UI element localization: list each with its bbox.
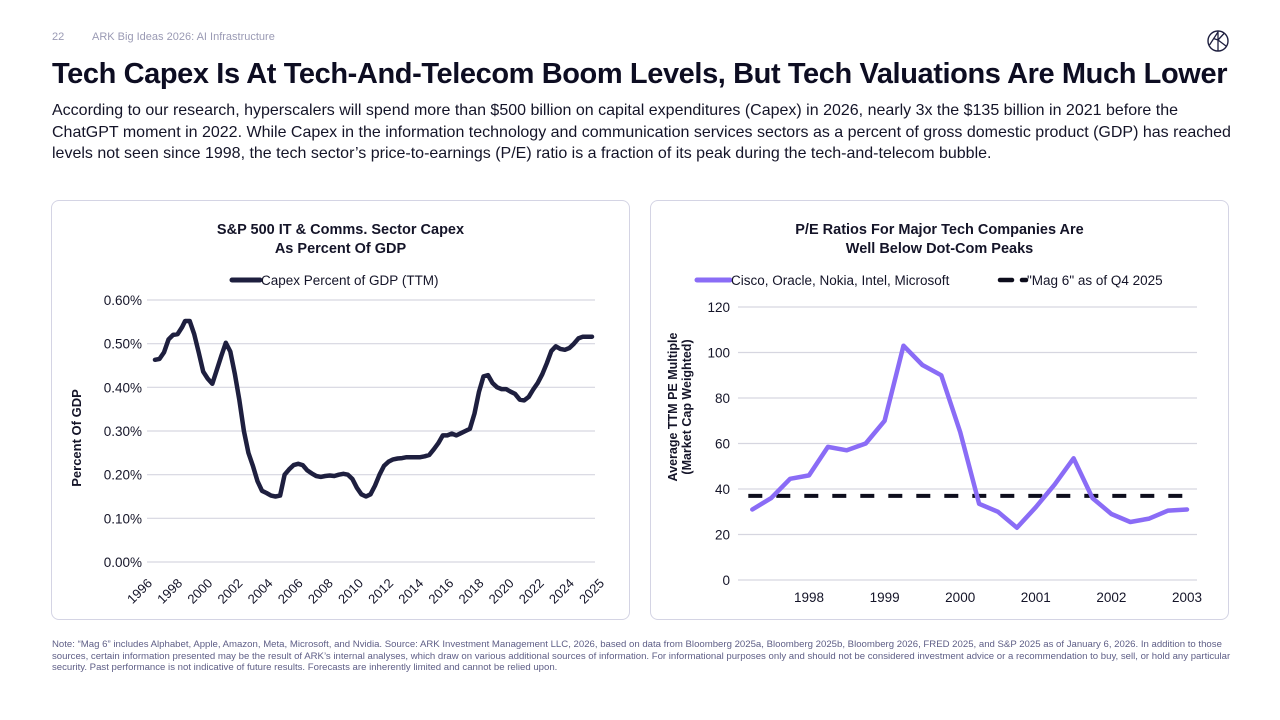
pe-x-tick-label: 2002 xyxy=(1096,590,1126,605)
lede-paragraph: According to our research, hyperscalers … xyxy=(52,102,1231,162)
capex-x-tick-label: 2010 xyxy=(335,576,366,607)
capex-x-tick-label: 2002 xyxy=(214,576,245,607)
slide-header: 22 ARK Big Ideas 2026: AI Infrastructure xyxy=(52,31,275,43)
legend-label-mag6: "Mag 6" as of Q4 2025 xyxy=(1027,273,1163,288)
capex-y-tick-label: 0.60% xyxy=(104,293,142,308)
pe-x-tick-label: 2000 xyxy=(945,590,975,605)
capex-x-tick-label: 2012 xyxy=(365,576,396,607)
capex-y-tick-label: 0.20% xyxy=(104,468,142,483)
page-number: 22 xyxy=(52,31,65,43)
capex-y-tick-label: 0.30% xyxy=(104,424,142,439)
capex-y-tick-label: 0.50% xyxy=(104,337,142,352)
legend-label-legacy-tech: Cisco, Oracle, Nokia, Intel, Microsoft xyxy=(731,273,950,288)
pe-y-tick-label: 80 xyxy=(715,391,730,406)
capex-x-tick-label: 1998 xyxy=(154,576,185,607)
capex-chart-title: S&P 500 IT & Comms. Sector Capex As Perc… xyxy=(52,221,629,259)
pe-chart-panel: P/E Ratios For Major Tech Companies Are … xyxy=(650,200,1229,620)
legacy-tech-series-line xyxy=(750,343,1190,530)
pe-chart-title-line2: Well Below Dot-Com Peaks xyxy=(845,241,1034,257)
pe-x-tick-label: 1998 xyxy=(794,590,824,605)
capex-y-tick-label: 0.40% xyxy=(104,380,142,395)
capex-x-tick-label: 2024 xyxy=(546,576,577,607)
pe-y-tick-label: 100 xyxy=(707,346,730,361)
pe-x-tick-label: 2001 xyxy=(1021,590,1051,605)
capex-x-tick-label: 2014 xyxy=(395,576,426,607)
pe-chart-title-line1: P/E Ratios For Major Tech Companies Are xyxy=(795,222,1084,238)
pe-chart: Cisco, Oracle, Nokia, Intel, Microsoft "… xyxy=(666,273,1202,605)
pe-y-tick-label: 40 xyxy=(715,482,730,497)
capex-x-tick-label: 2025 xyxy=(576,576,607,607)
pe-chart-title: P/E Ratios For Major Tech Companies Are … xyxy=(651,221,1228,259)
capex-x-tick-label: 2000 xyxy=(184,576,215,607)
legend-label-capex: Capex Percent of GDP (TTM) xyxy=(261,273,439,288)
pe-legend: Cisco, Oracle, Nokia, Intel, Microsoft "… xyxy=(694,273,1163,288)
pe-y-tick-label: 0 xyxy=(722,573,730,588)
pe-y-axis-label-line1: Average TTM PE Multiple xyxy=(666,333,680,482)
capex-x-tick-label: 2018 xyxy=(456,576,487,607)
capex-x-tick-label: 2006 xyxy=(275,576,306,607)
capex-chart-title-line2: As Percent Of GDP xyxy=(274,241,407,257)
deck-title: ARK Big Ideas 2026: AI Infrastructure xyxy=(92,31,275,43)
capex-x-tick-label: 2016 xyxy=(425,576,456,607)
pe-x-tick-label: 1999 xyxy=(870,590,900,605)
ark-logo-icon xyxy=(1207,30,1229,52)
capex-chart: Capex Percent of GDP (TTM) 0.60% 0.50% 0.4… xyxy=(69,273,607,607)
capex-series-line xyxy=(152,318,595,499)
capex-x-tick-label: 2020 xyxy=(486,576,517,607)
capex-y-axis-label: Percent Of GDP xyxy=(69,389,84,487)
capex-x-tick-label: 1996 xyxy=(124,576,155,607)
pe-y-axis-label-line2: (Market Cap Weighted) xyxy=(680,339,694,474)
capex-y-tick-label: 0.10% xyxy=(104,511,142,526)
capex-x-tick-label: 2004 xyxy=(245,576,276,607)
pe-y-tick-label: 20 xyxy=(715,528,730,543)
footnote: Note: “Mag 6” includes Alphabet, Apple, … xyxy=(52,639,1231,674)
capex-x-tick-label: 2022 xyxy=(516,576,547,607)
capex-chart-panel: S&P 500 IT & Comms. Sector Capex As Perc… xyxy=(51,200,630,620)
pe-x-tick-label: 2003 xyxy=(1172,590,1202,605)
capex-legend: Capex Percent of GDP (TTM) xyxy=(229,273,439,288)
capex-x-tick-label: 2008 xyxy=(305,576,336,607)
pe-y-tick-label: 120 xyxy=(707,300,730,315)
pe-y-tick-label: 60 xyxy=(715,437,730,452)
capex-y-tick-label: 0.00% xyxy=(104,555,142,570)
slide-title: Tech Capex Is At Tech-And-Telecom Boom L… xyxy=(52,58,1228,90)
capex-chart-title-line1: S&P 500 IT & Comms. Sector Capex xyxy=(216,222,465,238)
